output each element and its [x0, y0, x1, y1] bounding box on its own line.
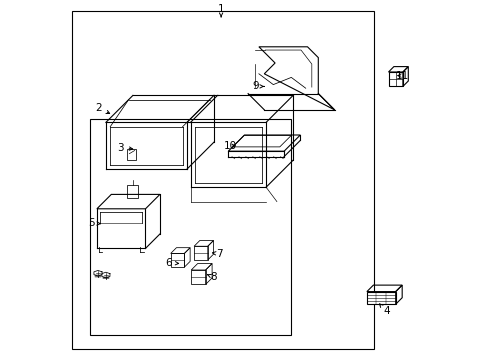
- Text: 10: 10: [223, 141, 236, 151]
- Text: 11: 11: [395, 71, 408, 81]
- Bar: [127, 149, 136, 160]
- Text: 5: 5: [88, 218, 101, 228]
- Text: 9: 9: [251, 81, 264, 91]
- Text: 1: 1: [217, 4, 224, 17]
- Bar: [127, 185, 137, 198]
- Bar: [194, 246, 207, 260]
- Bar: [387, 72, 402, 86]
- Text: 2: 2: [95, 103, 109, 113]
- Text: 8: 8: [207, 272, 217, 282]
- Text: 3: 3: [117, 143, 132, 153]
- Bar: [72, 11, 373, 349]
- Text: 4: 4: [379, 304, 389, 316]
- Text: 6: 6: [165, 258, 178, 268]
- Text: 7: 7: [212, 249, 222, 259]
- Bar: [89, 119, 291, 335]
- Bar: [366, 292, 395, 304]
- Bar: [170, 253, 184, 267]
- Bar: [191, 270, 205, 284]
